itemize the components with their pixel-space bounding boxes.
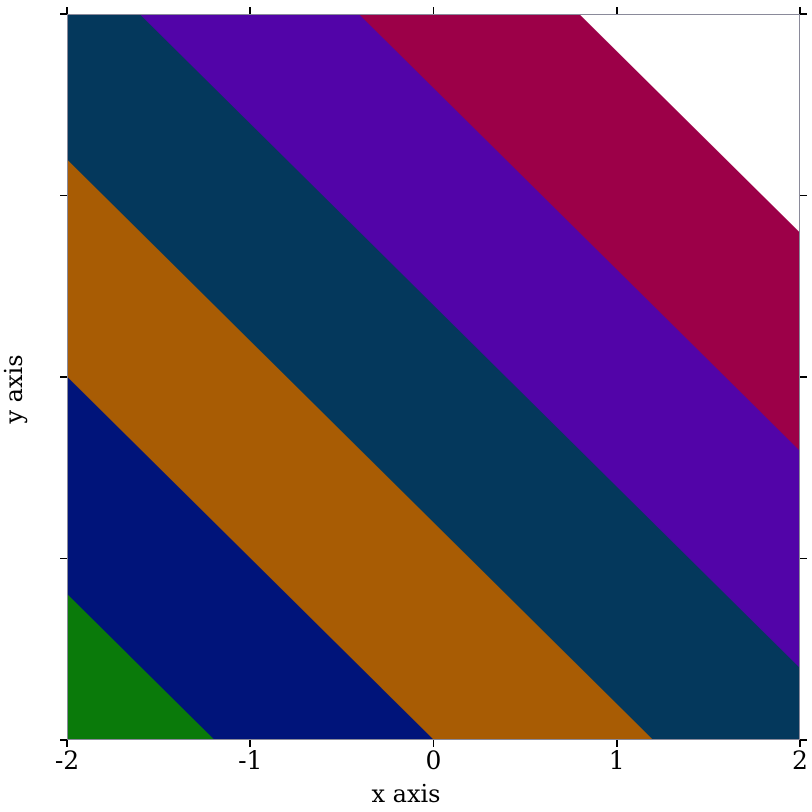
x-tick-label-1: -1 bbox=[238, 746, 263, 775]
band-crimson bbox=[359, 15, 799, 450]
x-tick-bottom-4 bbox=[799, 740, 801, 747]
x-tick-bottom-1 bbox=[249, 740, 252, 747]
y-tick-left-2 bbox=[60, 376, 67, 378]
y-tick-right-1 bbox=[800, 557, 807, 560]
band-teal bbox=[68, 15, 799, 739]
x-tick-top-0 bbox=[66, 7, 68, 14]
x-tick-label-0: -2 bbox=[54, 746, 80, 775]
contour-bands-group bbox=[68, 15, 799, 739]
y-tick-right-2 bbox=[800, 376, 807, 378]
x-tick-label-2: 0 bbox=[425, 746, 442, 775]
y-axis-label: y axis bbox=[0, 354, 28, 424]
y-tick-right-3 bbox=[800, 194, 807, 197]
y-tick-left-0 bbox=[60, 739, 67, 741]
x-axis-label: x axis bbox=[371, 780, 441, 808]
x-tick-bottom-0 bbox=[66, 740, 68, 747]
x-tick-top-2 bbox=[432, 7, 435, 14]
x-tick-bottom-3 bbox=[615, 740, 618, 747]
x-tick-top-1 bbox=[249, 7, 252, 14]
y-tick-right-0 bbox=[800, 739, 807, 741]
y-tick-left-1 bbox=[60, 557, 67, 560]
y-tick-right-4 bbox=[800, 13, 807, 15]
contour-bands-svg bbox=[68, 15, 799, 739]
band-purple bbox=[140, 15, 799, 668]
y-tick-left-4 bbox=[60, 13, 67, 15]
x-tick-label-4: 2 bbox=[792, 746, 808, 775]
y-tick-left-3 bbox=[60, 194, 67, 197]
x-tick-top-4 bbox=[799, 7, 801, 14]
contour-plot-axes[interactable] bbox=[67, 14, 800, 740]
x-tick-top-3 bbox=[615, 7, 618, 14]
x-tick-label-3: 1 bbox=[608, 746, 625, 775]
x-tick-bottom-2 bbox=[432, 740, 435, 747]
